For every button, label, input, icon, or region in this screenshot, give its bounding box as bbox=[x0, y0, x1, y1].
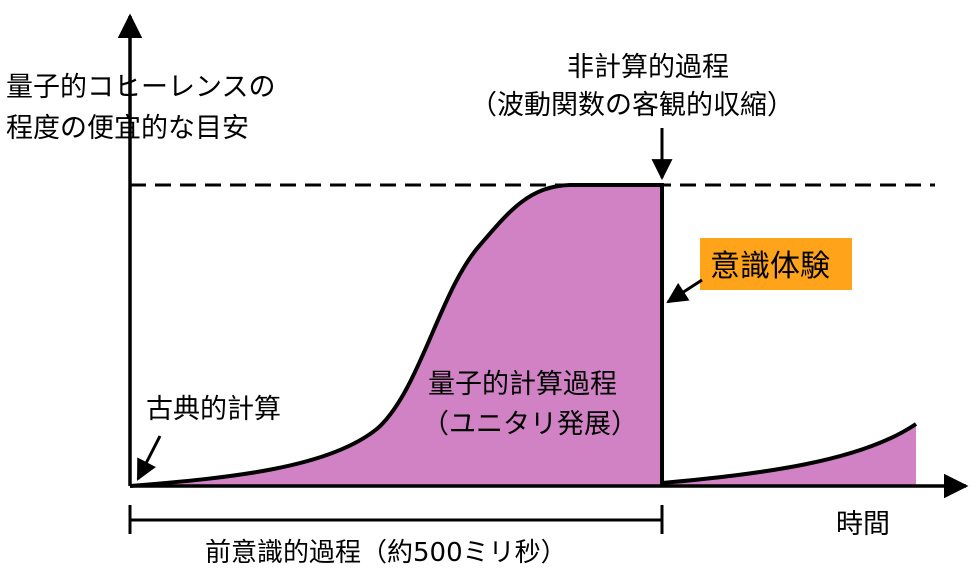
x-axis-label: 時間 bbox=[836, 509, 890, 540]
quantum-computation-label-line1: 量子的計算過程 bbox=[428, 369, 617, 400]
second-coherence-area bbox=[662, 424, 916, 486]
non-computable-label-line2: （波動関数の客観的収縮） bbox=[470, 90, 794, 121]
coherence-curve bbox=[129, 183, 664, 488]
y-axis-label-line2: 程度の便宜的な目安 bbox=[6, 113, 249, 144]
preconscious-process-label: 前意識的過程（約500ミリ秒） bbox=[205, 538, 567, 568]
non-computable-label-line1: 非計算的過程 bbox=[567, 52, 729, 83]
quantum-computation-label-line2: （ユニタリ発展） bbox=[422, 409, 638, 440]
second-coherence-curve bbox=[661, 422, 918, 485]
consciousness-pointer-arrow bbox=[666, 278, 703, 304]
classical-pointer-arrow bbox=[136, 435, 162, 481]
consciousness-badge bbox=[700, 238, 852, 290]
classical-computation-label: 古典的計算 bbox=[146, 394, 281, 425]
quantum-coherence-area bbox=[130, 185, 662, 486]
y-axis-label-line1: 量子的コヒーレンスの bbox=[6, 72, 275, 103]
consciousness-label: 意識体験 bbox=[710, 249, 830, 284]
